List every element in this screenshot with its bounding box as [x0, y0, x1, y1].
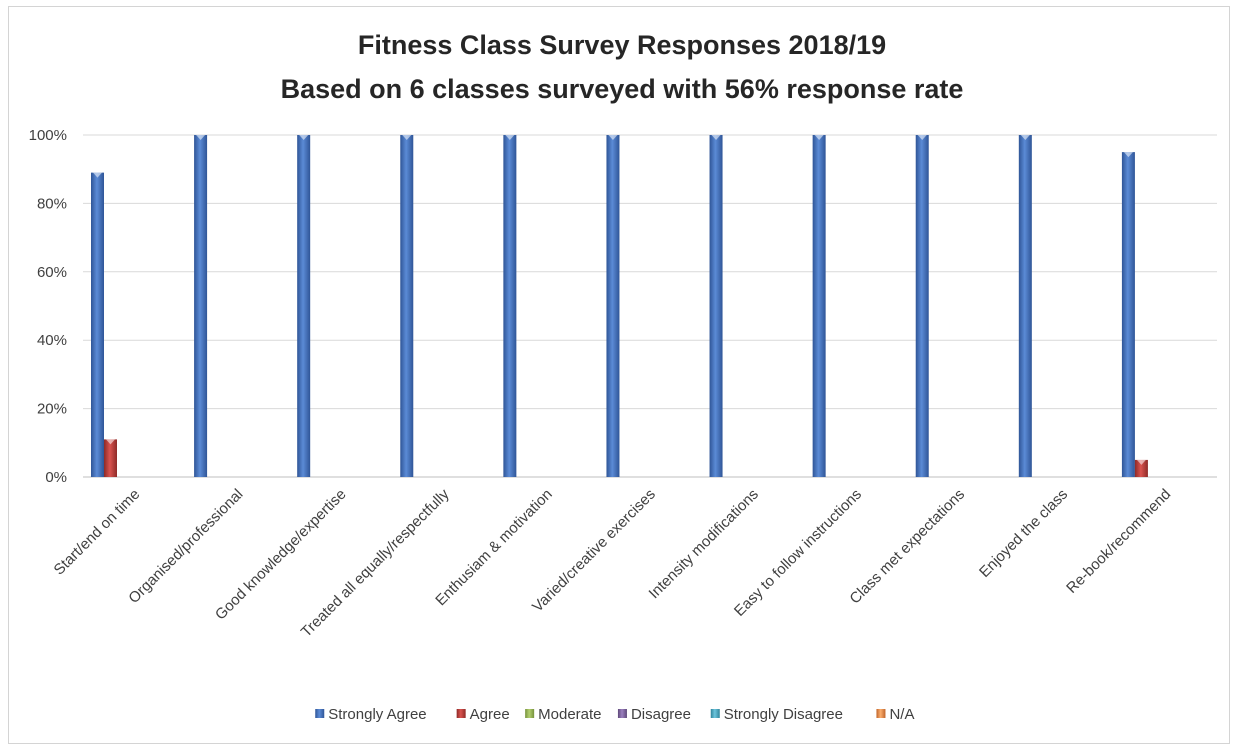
bar — [194, 135, 208, 477]
x-tick-label: Organised/professional — [125, 486, 246, 607]
legend-item: Agree — [456, 706, 510, 723]
bar-cap — [299, 135, 309, 140]
bar — [812, 135, 826, 477]
bar — [709, 135, 723, 477]
legend-label: N/A — [889, 706, 914, 723]
bar — [297, 135, 311, 477]
bar-cap — [1020, 135, 1030, 140]
x-tick-label: Re-book/recommend — [1063, 486, 1174, 597]
bar-body — [104, 439, 117, 477]
y-tick-label: 60% — [37, 264, 67, 281]
bar-cap — [505, 135, 515, 140]
y-tick-label: 20% — [37, 401, 67, 418]
bar-body — [606, 135, 620, 477]
bars — [91, 135, 1148, 477]
x-axis-labels: Start/end on timeOrganised/professionalG… — [51, 485, 1175, 640]
x-tick-label: Enthusiam & motivation — [432, 486, 555, 609]
bar-body — [812, 135, 826, 477]
bar-body — [91, 172, 104, 477]
bar — [1121, 152, 1135, 477]
bar-body — [297, 135, 311, 477]
y-tick-label: 100% — [29, 127, 67, 144]
bar-body — [1018, 135, 1032, 477]
bar — [400, 135, 414, 477]
bar — [1018, 135, 1032, 477]
legend-label: Agree — [470, 706, 510, 723]
gridlines — [83, 134, 1217, 478]
chart-title: Fitness Class Survey Responses 2018/19 — [358, 30, 886, 60]
x-tick-label: Start/end on time — [51, 486, 144, 579]
bar-body — [709, 135, 723, 477]
legend-swatch — [456, 709, 466, 718]
y-tick-label: 40% — [37, 332, 67, 349]
legend-swatch — [710, 709, 720, 718]
bar-body — [503, 135, 517, 477]
bar-cap — [917, 135, 927, 140]
x-tick-label: Varied/creative exercises — [529, 486, 659, 616]
legend-item: N/A — [876, 706, 914, 723]
bar-cap — [1123, 152, 1133, 158]
y-tick-label: 0% — [45, 469, 67, 486]
chart-subtitle: Based on 6 classes surveyed with 56% res… — [281, 74, 964, 104]
legend-item: Strongly Agree — [315, 706, 427, 723]
legend-item: Strongly Disagree — [710, 706, 843, 723]
bar-cap — [608, 135, 618, 140]
legend-label: Moderate — [538, 706, 601, 723]
bar-cap — [196, 135, 206, 140]
bar — [1134, 459, 1148, 477]
y-tick-label: 80% — [37, 195, 67, 212]
x-tick-label: Enjoyed the class — [976, 486, 1071, 581]
legend-item: Moderate — [525, 706, 602, 723]
bar — [104, 439, 117, 477]
x-tick-label: Class met expectations — [846, 486, 968, 608]
legend: Strongly Agree Agree Moderate Disagree Stron… — [315, 706, 914, 723]
bar-cap — [106, 439, 115, 445]
bar-cap — [711, 135, 721, 140]
bar-cap — [402, 135, 412, 140]
bar — [91, 172, 104, 477]
legend-item: Disagree — [617, 706, 691, 723]
bar-body — [1134, 459, 1148, 477]
legend-label: Strongly Disagree — [724, 706, 843, 723]
legend-swatch — [617, 709, 627, 718]
legend-swatch — [525, 709, 535, 718]
bar-cap — [1136, 459, 1146, 465]
bar-body — [915, 135, 929, 477]
bar — [503, 135, 517, 477]
bar-cap — [814, 135, 824, 140]
bar-body — [1121, 152, 1135, 477]
bar-body — [400, 135, 414, 477]
bar-body — [194, 135, 208, 477]
bar — [915, 135, 929, 477]
legend-label: Disagree — [631, 706, 691, 723]
bar — [606, 135, 620, 477]
x-tick-label: Intensity modifications — [646, 486, 762, 602]
bar-cap — [93, 172, 102, 178]
y-axis-ticks: 0% 20% 40% 60% 80% 100% — [29, 127, 67, 486]
legend-label: Strongly Agree — [328, 706, 426, 723]
legend-swatch — [315, 709, 325, 718]
legend-swatch — [876, 709, 886, 718]
